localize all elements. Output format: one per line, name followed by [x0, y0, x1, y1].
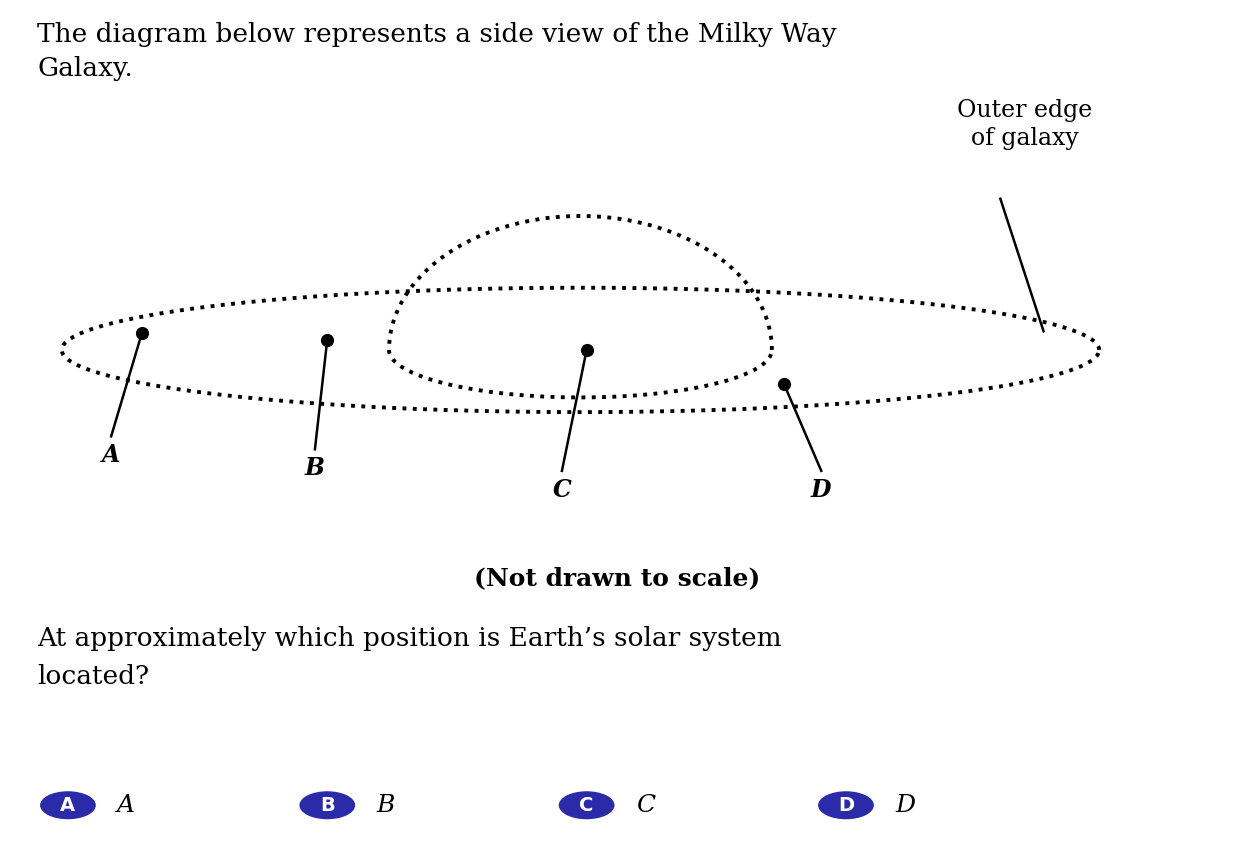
Ellipse shape [559, 792, 614, 818]
Ellipse shape [41, 792, 95, 818]
Point [317, 333, 337, 346]
Text: A: A [117, 794, 136, 816]
Point [577, 343, 597, 357]
Point [132, 326, 152, 340]
Text: D: D [895, 794, 915, 816]
Point [774, 378, 794, 391]
Text: B: B [320, 796, 335, 815]
Text: C: C [552, 478, 572, 502]
Ellipse shape [300, 792, 354, 818]
Text: A: A [103, 443, 120, 467]
Text: B: B [377, 794, 395, 816]
Text: C: C [636, 794, 655, 816]
Text: Outer edge
of galaxy: Outer edge of galaxy [957, 99, 1093, 149]
Text: At approximately which position is Earth’s solar system: At approximately which position is Earth… [37, 626, 782, 651]
Text: A: A [61, 796, 75, 815]
Text: D: D [837, 796, 855, 815]
Text: (Not drawn to scale): (Not drawn to scale) [474, 566, 761, 590]
Text: located?: located? [37, 664, 149, 689]
Text: D: D [811, 478, 831, 502]
Text: Galaxy.: Galaxy. [37, 56, 133, 81]
Text: The diagram below represents a side view of the Milky Way: The diagram below represents a side view… [37, 22, 836, 47]
Text: C: C [579, 796, 594, 815]
Ellipse shape [819, 792, 873, 818]
Text: B: B [305, 456, 325, 480]
